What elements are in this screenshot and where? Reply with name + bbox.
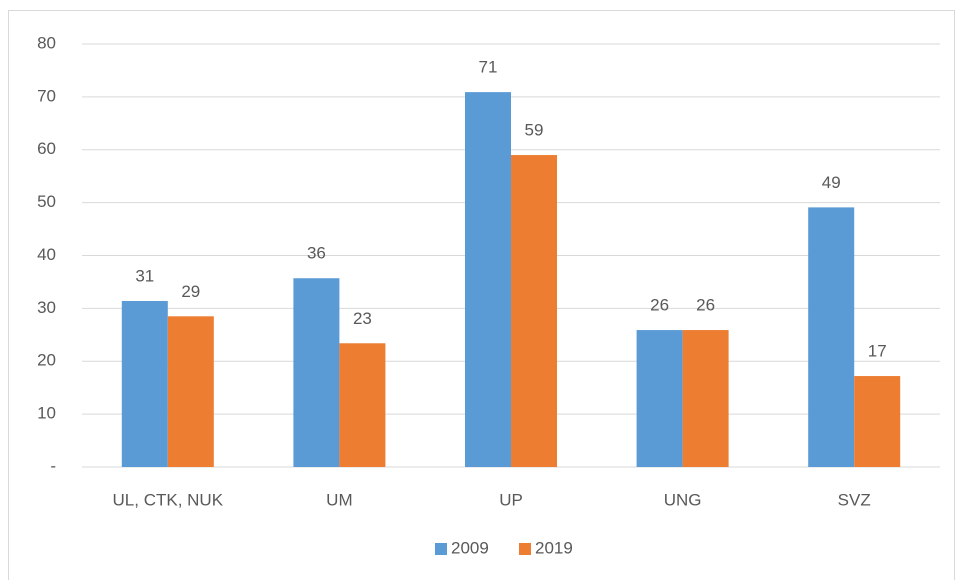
data-label: 59 [525,121,544,140]
x-tick-label: UL, CTK, NUK [113,490,224,509]
legend-swatch [519,543,531,555]
data-label: 26 [696,296,715,315]
bar [121,300,168,467]
legend-label: 2019 [535,538,573,557]
data-label: 23 [353,309,372,328]
bar [808,207,855,468]
y-tick-label: 80 [37,33,56,52]
data-label: 26 [650,296,669,315]
y-tick-label: 10 [37,404,56,423]
bar [465,92,511,468]
x-tick-label: UM [326,490,352,509]
y-tick-label: 40 [37,245,56,264]
y-tick-label: 20 [37,351,56,370]
x-tick-label: UNG [664,490,702,509]
bar [293,278,340,467]
bar [339,343,386,467]
y-tick-label: 50 [37,192,56,211]
bar [636,330,683,467]
bar [511,155,557,467]
legend-label: 2009 [451,538,489,557]
data-label: 29 [181,282,200,301]
y-tick-label: 30 [37,298,56,317]
y-tick-label: - [50,456,56,475]
data-label: 49 [822,173,841,192]
data-label: 36 [307,244,326,263]
bar [682,330,729,467]
y-tick-label: 60 [37,139,56,158]
data-label: 31 [135,266,154,285]
bar [854,376,901,467]
legend-swatch [435,543,447,555]
data-label: 71 [479,58,498,77]
x-tick-label: SVZ [838,490,871,509]
data-label: 17 [868,342,887,361]
bar [167,316,214,467]
x-tick-label: UP [499,490,523,509]
y-tick-label: 70 [37,86,56,105]
